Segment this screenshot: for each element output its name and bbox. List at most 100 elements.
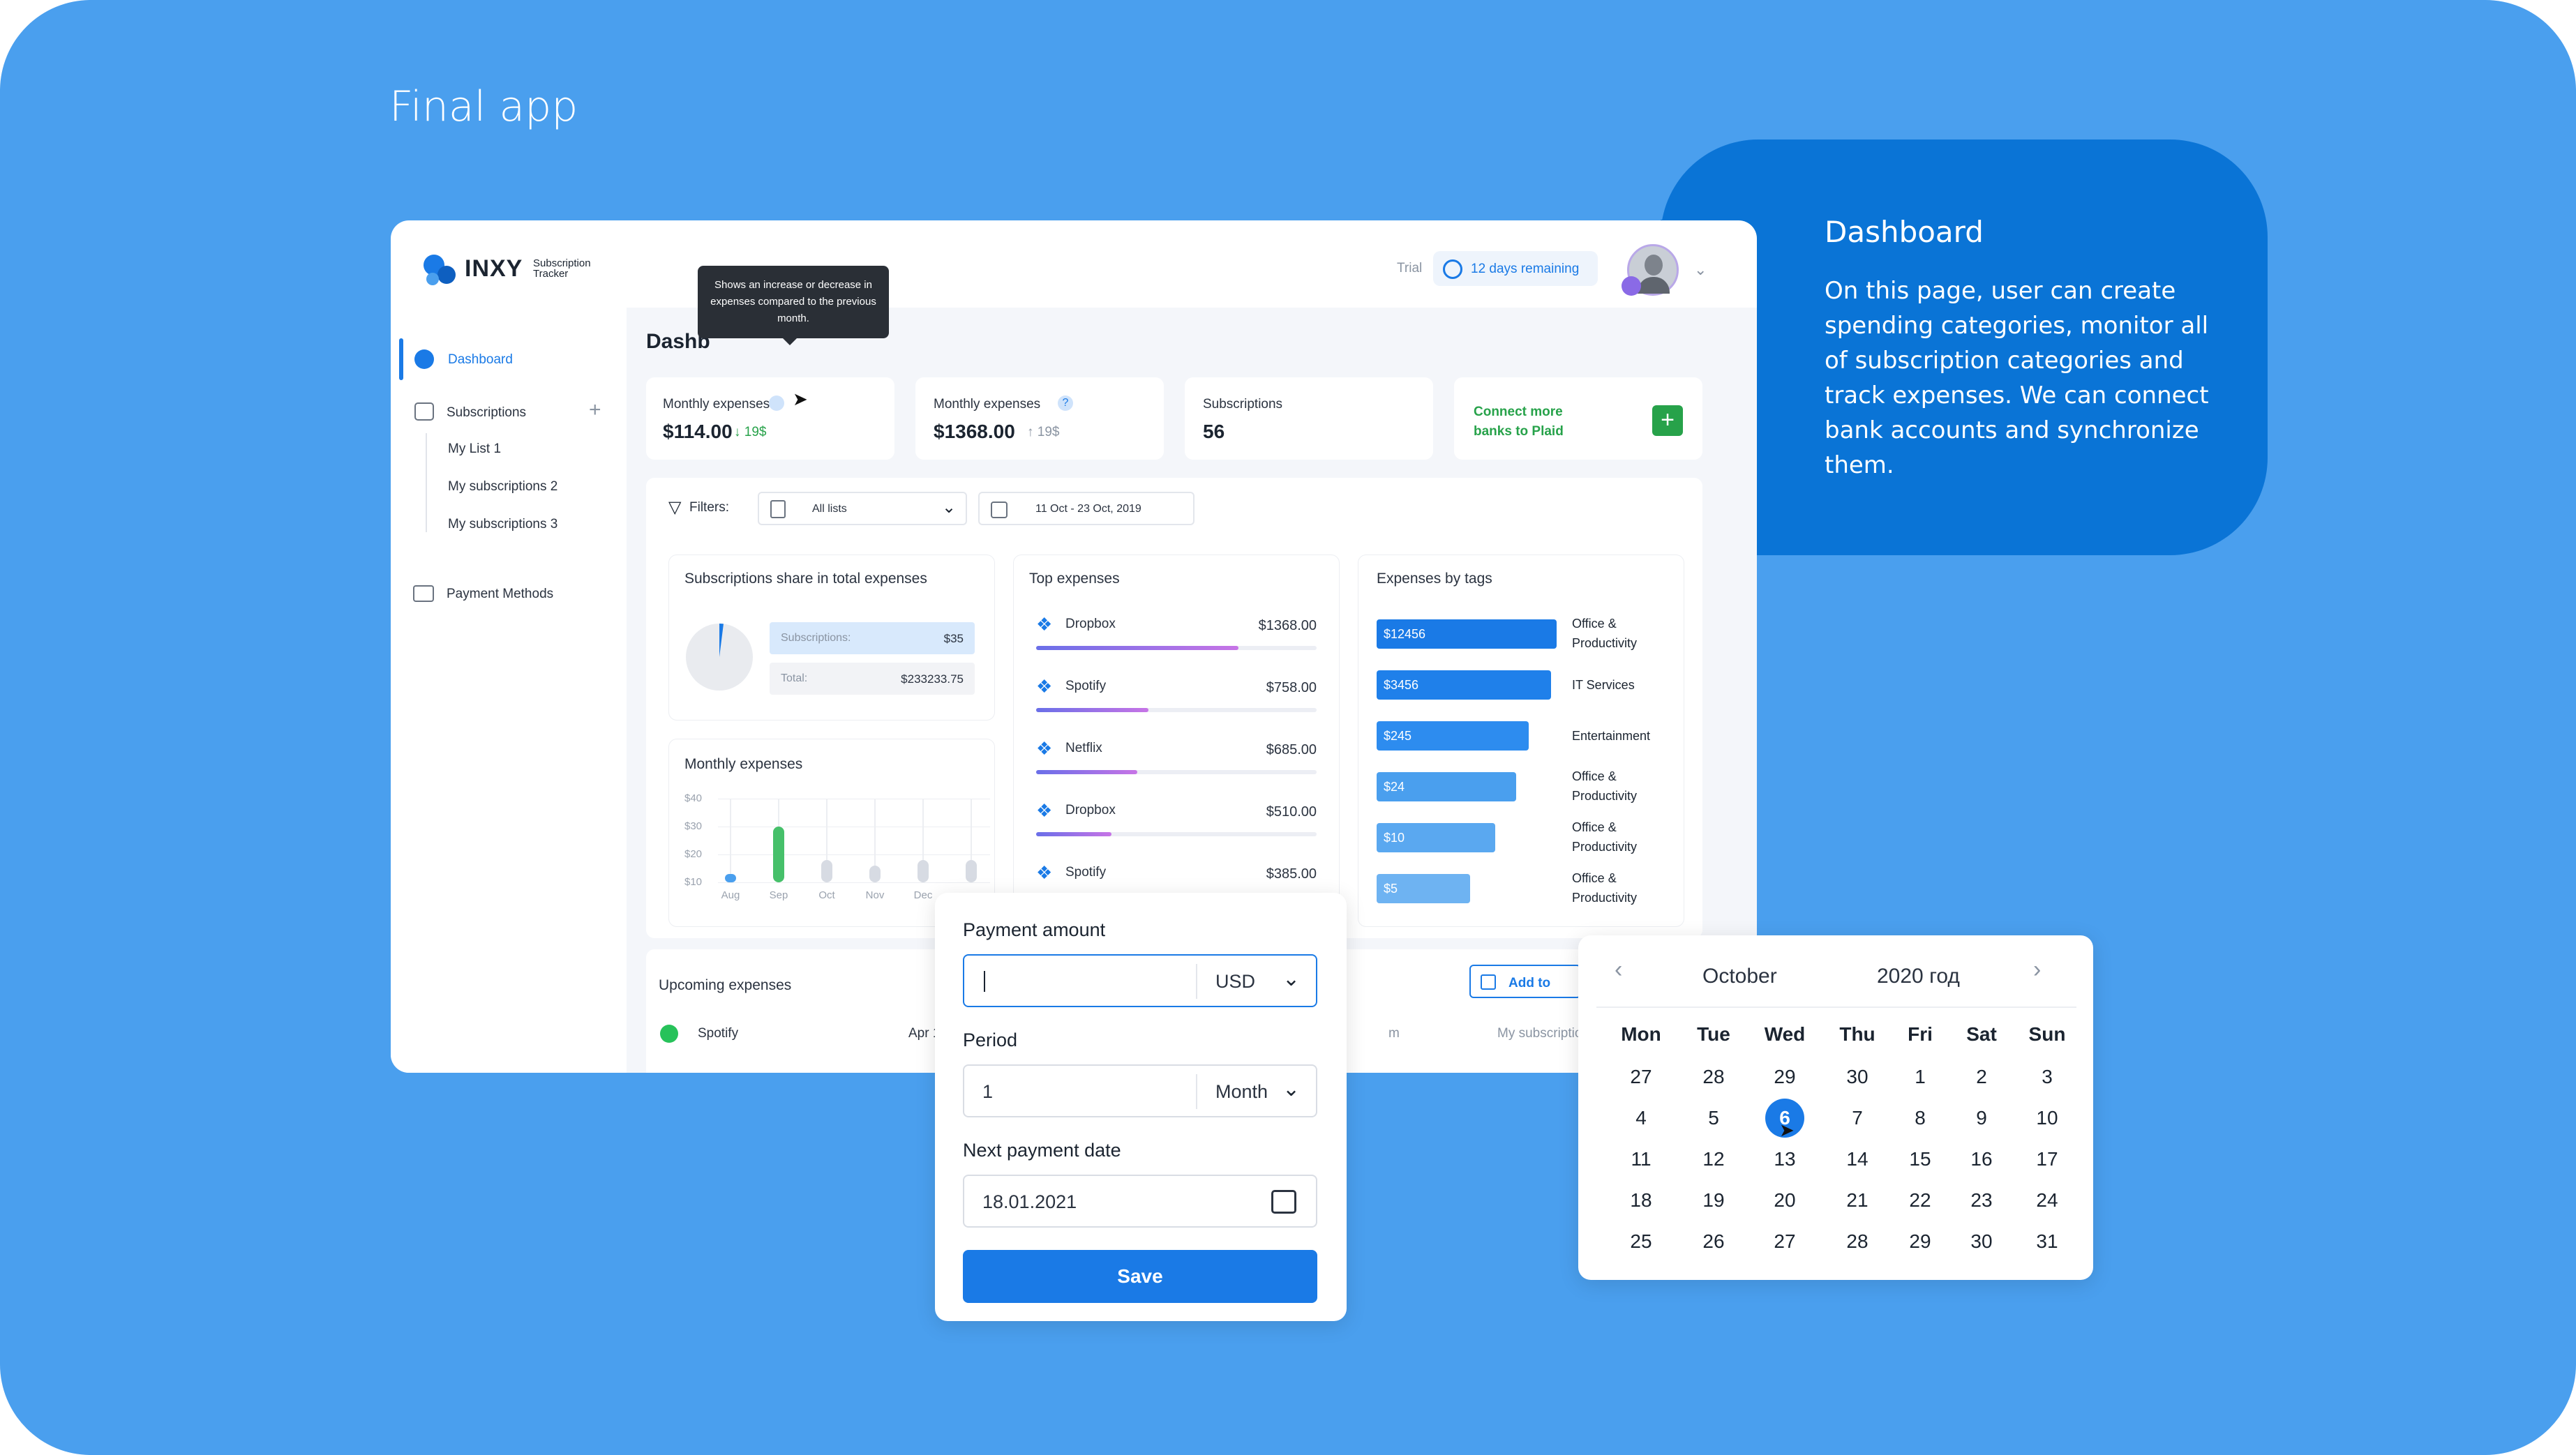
help-icon[interactable]: ? [1058, 395, 1073, 411]
calendar-day-selected[interactable]: 6 [1765, 1099, 1804, 1138]
tag-bar: $5 [1377, 874, 1470, 903]
expense-name[interactable]: Spotify [1065, 865, 1107, 880]
calendar-day[interactable]: 24 [2036, 1189, 2058, 1211]
calendar-day[interactable]: 17 [2036, 1148, 2058, 1170]
date-value: 18.01.2021 [982, 1191, 1077, 1212]
avatar-body [1638, 277, 1670, 294]
bar [966, 860, 977, 882]
slide-heading: Final app [389, 82, 578, 131]
calendar-day[interactable]: 29 [1909, 1230, 1931, 1252]
calendar-day[interactable]: 10 [2036, 1107, 2058, 1129]
calendar-day[interactable]: 9 [1976, 1107, 1987, 1129]
sidebar: Dashboard Subscriptions + My List 1 My s… [391, 308, 627, 1073]
cursor-icon: ➤ [793, 389, 808, 409]
sidebar-list-3[interactable]: My subscriptions 3 [448, 517, 558, 532]
chevron-down-icon[interactable]: ⌄ [1694, 261, 1707, 278]
trial-badge[interactable]: 12 days remaining [1433, 251, 1598, 286]
stat-delta: ↓ 19$ [734, 425, 767, 439]
period-label: Period [963, 1030, 1018, 1050]
stat-label: Monthly expenses [663, 397, 770, 412]
calendar-day[interactable]: 31 [2036, 1230, 2058, 1252]
amount-input[interactable]: USD ⌄ [963, 954, 1317, 1007]
connect-bank-card[interactable]: Connect more banks to Plaid + [1454, 377, 1702, 460]
amount-label: Payment amount [963, 919, 1106, 940]
calendar-day[interactable]: 1 [1915, 1066, 1926, 1087]
calendar-day[interactable]: 23 [1970, 1189, 1993, 1211]
calendar-day[interactable]: 30 [1846, 1066, 1869, 1087]
dropbox-icon: ❖ [1036, 738, 1053, 759]
stat-card-3: Subscriptions 56 [1185, 377, 1433, 460]
calendar-day[interactable]: 5 [1708, 1107, 1719, 1129]
progress-track [1036, 708, 1317, 712]
next-month-icon[interactable]: › [2033, 956, 2042, 983]
share-total-label: Total: [781, 672, 808, 684]
avatar-badge-icon [1622, 276, 1641, 296]
calendar-day[interactable]: 28 [1702, 1066, 1725, 1087]
sidebar-item-subscriptions[interactable]: Subscriptions [447, 405, 527, 420]
add-bank-button[interactable]: + [1652, 405, 1683, 436]
calendar-day[interactable]: 28 [1846, 1230, 1869, 1252]
calendar-day[interactable]: 22 [1909, 1189, 1931, 1211]
bar-track [971, 799, 972, 882]
calendar-day[interactable]: 14 [1846, 1148, 1869, 1170]
add-list-icon[interactable]: + [589, 398, 601, 421]
calendar-day[interactable]: 11 [1631, 1148, 1652, 1170]
calendar-year[interactable]: 2020 год [1877, 965, 1960, 988]
list-filter-select[interactable]: All lists ⌄ [758, 492, 967, 525]
expense-name[interactable]: Spotify [1065, 679, 1107, 693]
expense-name[interactable]: Dropbox [1065, 617, 1116, 631]
expense-name[interactable]: Netflix [1065, 741, 1102, 755]
calendar-day[interactable]: 27 [1774, 1230, 1796, 1252]
sidebar-list-1[interactable]: My List 1 [448, 442, 502, 456]
calendar-day[interactable]: 21 [1846, 1189, 1869, 1211]
date-filter[interactable]: 11 Oct - 23 Oct, 2019 [978, 492, 1195, 525]
calendar-day[interactable]: 27 [1630, 1066, 1652, 1087]
calendar-day[interactable]: 8 [1915, 1107, 1926, 1129]
prev-month-icon[interactable]: ‹ [1615, 956, 1623, 983]
weekday-header: Sun [2028, 1023, 2066, 1045]
x-tick-label: Sep [769, 889, 788, 901]
sidebar-item-dashboard[interactable]: Dashboard [448, 352, 513, 367]
date-picker: ‹ October 2020 год › Mon Tue Wed Thu Fri Sat S… [1578, 935, 2093, 1280]
tag-bar: $245 [1377, 721, 1529, 751]
calendar-day[interactable]: 2 [1976, 1066, 1987, 1087]
bar [918, 860, 929, 882]
top-title: Top expenses [1029, 571, 1120, 587]
expense-name[interactable]: Dropbox [1065, 803, 1116, 817]
calendar-day[interactable]: 7 [1852, 1107, 1863, 1129]
sidebar-list-2[interactable]: My subscriptions 2 [448, 479, 558, 494]
calendar-icon[interactable] [1271, 1190, 1296, 1214]
calendar-day[interactable]: 13 [1774, 1148, 1796, 1170]
calendar-month[interactable]: October [1702, 965, 1777, 988]
calendar-day[interactable]: 19 [1702, 1189, 1725, 1211]
calendar-day[interactable]: 25 [1630, 1230, 1652, 1252]
calendar-day[interactable]: 15 [1909, 1148, 1931, 1170]
tag-bar: $24 [1377, 772, 1516, 801]
period-input[interactable]: 1 Month ⌄ [963, 1064, 1317, 1117]
calendar-day[interactable]: 26 [1702, 1230, 1725, 1252]
date-input[interactable]: 18.01.2021 [963, 1175, 1317, 1228]
trial-days: 12 days remaining [1471, 262, 1580, 276]
progress-track [1036, 832, 1317, 836]
period-unit-select[interactable]: Month [1215, 1081, 1268, 1102]
calendar-grid: Mon Tue Wed Thu Fri Sat Sun 27 28 29 30 1 2 3 4 5 6 7 8 9 10… [1578, 935, 2093, 1280]
upcoming-row-name[interactable]: Spotify [698, 1026, 739, 1041]
currency-select[interactable]: USD [1215, 971, 1256, 992]
sidebar-item-payment-methods[interactable]: Payment Methods [447, 587, 554, 601]
bar-track [730, 799, 731, 882]
logo-text: INXY [465, 255, 523, 282]
calendar-day[interactable]: 4 [1635, 1107, 1647, 1129]
save-button[interactable]: Save [963, 1250, 1317, 1303]
add-to-button[interactable]: Add to [1469, 965, 1581, 998]
calendar-day[interactable]: 30 [1970, 1230, 1993, 1252]
x-tick-label: Aug [721, 889, 740, 901]
calendar-day[interactable]: 18 [1630, 1189, 1652, 1211]
calendar-day[interactable]: 29 [1774, 1066, 1796, 1087]
calendar-day[interactable]: 3 [2042, 1066, 2053, 1087]
calendar-day[interactable]: 12 [1702, 1148, 1725, 1170]
calendar-day[interactable]: 20 [1774, 1189, 1796, 1211]
bar-track [826, 799, 828, 882]
calendar-day[interactable]: 16 [1970, 1148, 1993, 1170]
help-icon[interactable] [769, 395, 784, 411]
bar [869, 866, 881, 882]
